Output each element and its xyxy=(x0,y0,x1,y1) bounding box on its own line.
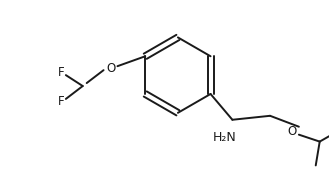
Text: F: F xyxy=(58,66,64,79)
Text: O: O xyxy=(106,62,115,75)
Text: F: F xyxy=(58,95,64,108)
Text: H₂N: H₂N xyxy=(213,131,236,144)
Text: O: O xyxy=(287,125,297,138)
